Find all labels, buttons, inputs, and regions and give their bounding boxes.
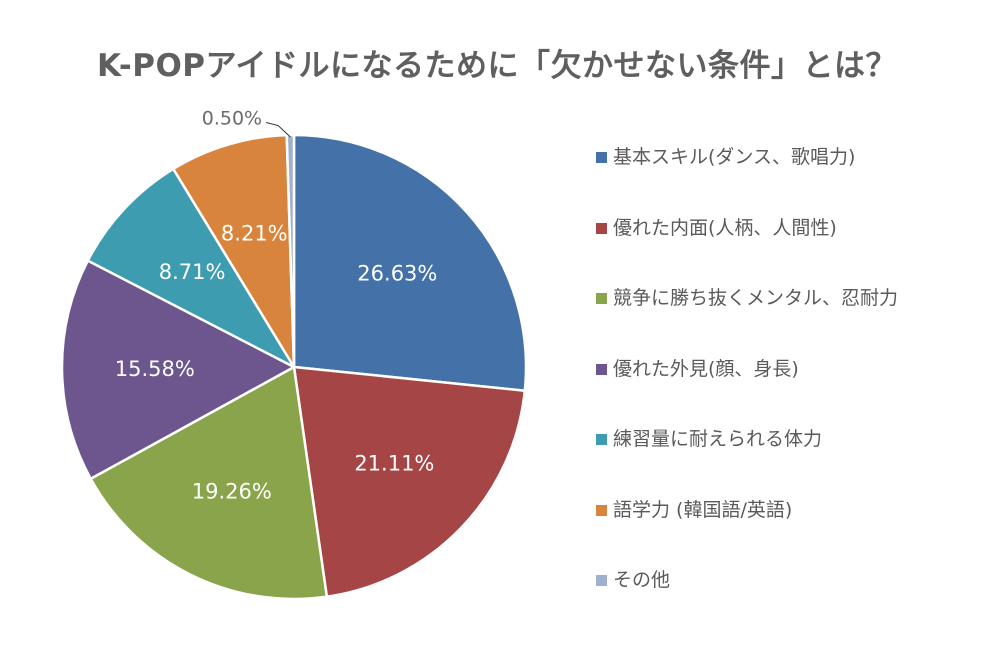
pie-slices	[60, 133, 528, 601]
legend-label: 練習量に耐えられる体力	[613, 428, 823, 450]
chart-title: K-POPアイドルになるために「欠かせない条件」とは？	[97, 48, 897, 84]
pie-slice-4	[60, 259, 296, 481]
pie-slice-3	[89, 365, 329, 601]
pie-slice-2	[292, 365, 527, 598]
legend-swatch	[596, 152, 607, 163]
pie-value-label-7: 0.50%	[202, 108, 262, 130]
pie-value-label-6: 8.21%	[221, 222, 288, 246]
legend-label: 基本スキル(ダンス、歌唱力)	[613, 146, 856, 168]
legend-item-7: その他	[596, 568, 898, 639]
legend-label: 競争に勝ち抜くメンタル、忍耐力	[613, 287, 899, 309]
legend-swatch	[596, 434, 607, 445]
legend-item-4: 優れた外見(顔、身長)	[596, 357, 898, 428]
legend-swatch	[596, 363, 607, 375]
pie-value-label-4: 15.58%	[115, 357, 195, 381]
leader-line-7	[265, 122, 291, 138]
legend-swatch	[596, 575, 607, 586]
legend-swatch	[596, 222, 607, 234]
legend-item-2: 優れた内面(人柄、人間性)	[596, 216, 898, 287]
legend-label: 語学力 (韓国語/英語)	[613, 498, 793, 521]
pie-value-label-2: 21.11%	[354, 451, 434, 475]
pie-slice-7	[285, 133, 296, 369]
legend-item-1: 基本スキル(ダンス、歌唱力)	[596, 145, 898, 216]
legend-item-5: 練習量に耐えられる体力	[596, 427, 898, 498]
legend-swatch	[596, 293, 607, 304]
legend-label: 優れた外見(顔、身長)	[613, 357, 799, 380]
chart-legend: 基本スキル(ダンス、歌唱力) 優れた内面(人柄、人間性) 競争に勝ち抜くメンタル、忍…	[596, 145, 898, 639]
legend-swatch	[596, 504, 607, 516]
legend-item-6: 語学力 (韓国語/英語)	[596, 498, 898, 569]
pie-slice-5	[86, 167, 296, 369]
pie-value-label-3: 19.26%	[192, 480, 272, 504]
legend-item-3: 競争に勝ち抜くメンタル、忍耐力	[596, 286, 898, 357]
legend-label: 優れた内面(人柄、人間性)	[613, 216, 837, 239]
legend-label: その他	[613, 569, 671, 591]
pie-value-labels: 26.63% 21.11% 19.26% 15.58% 8.71% 8.21% 0.50%	[115, 108, 438, 504]
pie-value-label-5: 8.71%	[159, 260, 226, 284]
pie-value-label-1: 26.63%	[357, 262, 437, 286]
pie-slice-1	[292, 133, 528, 392]
pie-slice-6	[172, 133, 296, 369]
